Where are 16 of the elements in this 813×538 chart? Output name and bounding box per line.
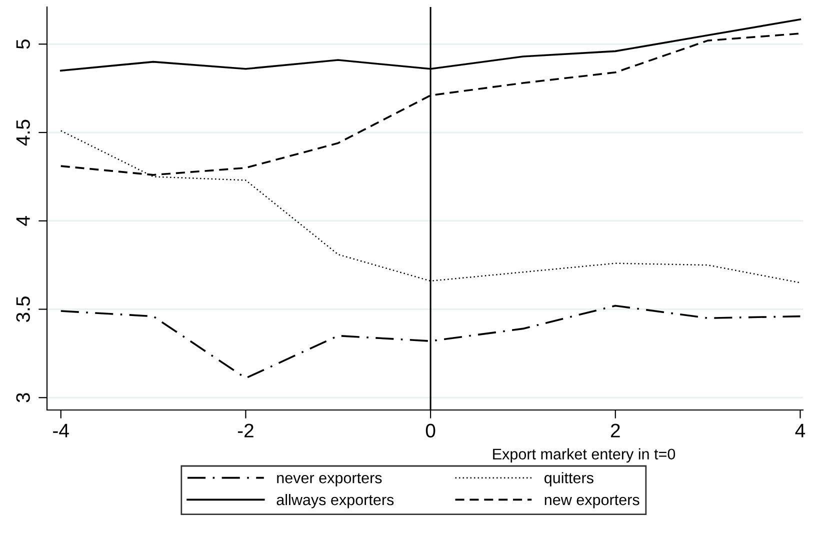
legend-label: never exporters bbox=[277, 473, 382, 486]
legend-label: quitters bbox=[544, 472, 594, 486]
y-tick-label: 4.5 bbox=[16, 120, 30, 146]
y-tick-label: 4 bbox=[16, 216, 30, 226]
y-tick-label: 3 bbox=[16, 393, 30, 402]
y-tick-label: 5 bbox=[16, 40, 30, 49]
x-tick-label: -2 bbox=[238, 424, 254, 438]
line-series bbox=[60, 304, 802, 380]
x-tick-label: 0 bbox=[426, 424, 436, 438]
y-tick-label: 3.5 bbox=[16, 296, 30, 322]
legend-label: new exporters bbox=[544, 495, 640, 508]
x-tick-label: 4 bbox=[795, 424, 806, 438]
x-tick-label: -4 bbox=[53, 424, 69, 438]
x-axis-title: Export market entery in t=0 bbox=[493, 448, 676, 463]
legend-label: allways exporters bbox=[276, 494, 394, 508]
x-tick-label: 2 bbox=[610, 424, 620, 438]
